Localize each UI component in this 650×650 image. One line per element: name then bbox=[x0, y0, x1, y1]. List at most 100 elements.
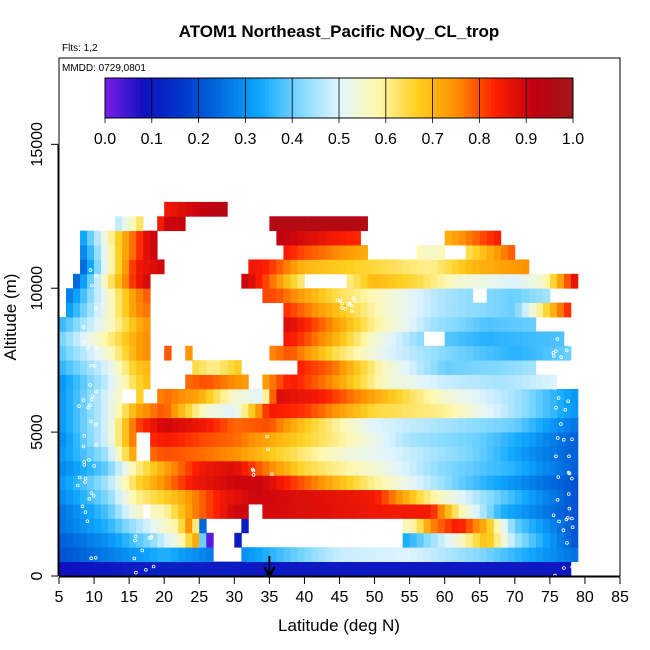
heatmap-cell bbox=[360, 374, 368, 390]
heatmap-cell bbox=[451, 417, 460, 433]
heatmap-cell bbox=[269, 374, 277, 390]
colorbar-segment bbox=[420, 78, 426, 118]
heatmap-cell bbox=[381, 302, 389, 318]
heatmap-cell bbox=[500, 302, 509, 318]
heatmap-cell bbox=[241, 388, 249, 404]
colorbar-segment bbox=[311, 78, 317, 118]
heatmap-cell bbox=[563, 417, 572, 433]
heatmap-cell bbox=[360, 317, 368, 332]
heatmap-cell bbox=[101, 403, 109, 419]
colorbar-segment bbox=[569, 78, 574, 118]
heatmap-cell bbox=[556, 446, 565, 462]
heatmap-cell bbox=[437, 532, 446, 548]
heatmap-cell bbox=[458, 331, 467, 347]
heatmap-cell bbox=[486, 432, 495, 447]
heatmap-cell bbox=[80, 374, 88, 390]
heatmap-cell bbox=[164, 518, 172, 534]
heatmap-cell bbox=[346, 460, 354, 476]
heatmap-cell bbox=[423, 317, 432, 332]
colorbar-segment bbox=[194, 78, 200, 118]
heatmap-cell bbox=[283, 446, 291, 462]
heatmap-cell bbox=[570, 532, 579, 548]
heatmap-cell bbox=[437, 417, 446, 433]
heatmap-cell bbox=[458, 475, 467, 491]
heatmap-cell bbox=[360, 475, 368, 491]
heatmap-cell bbox=[381, 374, 389, 390]
heatmap-cell bbox=[297, 288, 305, 304]
heatmap-cell bbox=[423, 547, 432, 563]
heatmap-cell bbox=[199, 446, 207, 462]
colorbar-segment bbox=[276, 78, 281, 118]
heatmap-cell bbox=[521, 446, 530, 462]
colorbar-segment bbox=[331, 78, 336, 118]
y-tick-label: 0 bbox=[29, 571, 46, 580]
heatmap-cell bbox=[206, 460, 214, 476]
heatmap-cell bbox=[220, 403, 228, 419]
heatmap-cell bbox=[136, 216, 144, 232]
heatmap-cell bbox=[297, 216, 305, 232]
heatmap-cell bbox=[388, 388, 396, 404]
heatmap-cell bbox=[367, 547, 375, 563]
heatmap-cell bbox=[59, 417, 67, 433]
heatmap-cell bbox=[290, 403, 298, 419]
sample-point bbox=[83, 480, 87, 484]
heatmap-cell bbox=[409, 345, 418, 361]
heatmap-cell bbox=[423, 504, 432, 519]
heatmap-cell bbox=[409, 518, 418, 534]
heatmap-cell bbox=[570, 489, 579, 505]
heatmap-cell bbox=[367, 446, 375, 462]
heatmap-cell bbox=[227, 489, 235, 505]
colorbar-tick-label: 0.6 bbox=[375, 131, 397, 148]
heatmap-cell bbox=[402, 331, 411, 347]
heatmap-cell bbox=[122, 331, 130, 347]
heatmap-cell bbox=[66, 561, 74, 577]
colorbar-tick-label: 0.3 bbox=[234, 131, 256, 148]
heatmap-cell bbox=[178, 201, 186, 217]
heatmap-cell bbox=[199, 403, 207, 419]
heatmap-cell bbox=[206, 388, 214, 404]
heatmap-cell bbox=[129, 561, 137, 577]
heatmap-cell bbox=[465, 403, 474, 419]
colorbar-segment bbox=[541, 78, 547, 118]
heatmap-cell bbox=[101, 259, 109, 275]
sample-point bbox=[151, 564, 156, 569]
heatmap-cell bbox=[500, 475, 509, 491]
sample-point bbox=[570, 476, 574, 481]
sample-point bbox=[89, 491, 94, 495]
heatmap-cell bbox=[374, 288, 382, 304]
heatmap-cell bbox=[339, 547, 347, 563]
heatmap-cell bbox=[353, 273, 361, 289]
heatmap-cell bbox=[367, 417, 375, 433]
heatmap-cell bbox=[108, 532, 116, 548]
colorbar-segment bbox=[401, 78, 406, 118]
heatmap-cell bbox=[283, 417, 291, 433]
heatmap-cell bbox=[164, 432, 172, 447]
heatmap-cell bbox=[374, 259, 382, 275]
heatmap-cell bbox=[276, 273, 284, 289]
heatmap-cell bbox=[346, 403, 354, 419]
heatmap-cell bbox=[521, 504, 530, 519]
colorbar-segment bbox=[151, 78, 157, 118]
heatmap-cell bbox=[500, 317, 509, 332]
heatmap-cell bbox=[80, 331, 88, 347]
heatmap-cell bbox=[227, 460, 235, 476]
heatmap-cell bbox=[570, 518, 579, 534]
heatmap-cell bbox=[213, 489, 221, 505]
heatmap-cell bbox=[339, 302, 347, 318]
colorbar-segment bbox=[389, 78, 395, 118]
colorbar-segment bbox=[452, 78, 457, 118]
heatmap-cell bbox=[94, 475, 102, 491]
heatmap-cell bbox=[318, 317, 326, 332]
heatmap-cell bbox=[500, 374, 509, 390]
heatmap-cell bbox=[206, 547, 214, 563]
heatmap-cell bbox=[129, 374, 137, 390]
heatmap-cell bbox=[472, 345, 481, 361]
heatmap-cell bbox=[262, 288, 270, 304]
heatmap-cell bbox=[353, 317, 361, 332]
heatmap-cell bbox=[507, 259, 516, 275]
heatmap-cell bbox=[542, 489, 551, 505]
heatmap-cell bbox=[136, 259, 144, 275]
heatmap-cell bbox=[248, 489, 256, 505]
heatmap-cell bbox=[409, 432, 418, 447]
heatmap-cell bbox=[423, 561, 432, 577]
